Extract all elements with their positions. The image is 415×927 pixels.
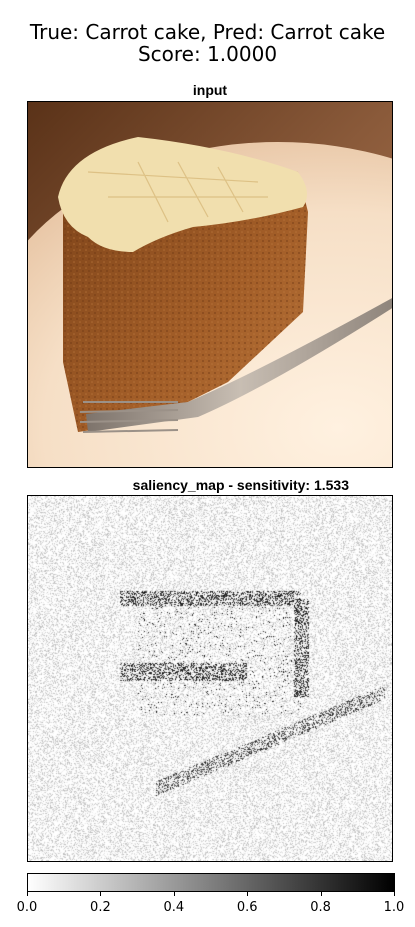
input-panel-title: input [192, 82, 228, 98]
colorbar-tick-mark [173, 892, 175, 896]
figure-title-line1: True: Carrot cake, Pred: Carrot cake [29, 20, 386, 44]
colorbar [27, 873, 395, 892]
colorbar-tick-label: 0.6 [236, 900, 258, 915]
colorbar-tick-mark [27, 892, 28, 896]
input-image [27, 101, 393, 468]
colorbar-tick-label: 0.0 [16, 900, 38, 915]
colorbar-tick-label: 0.2 [90, 900, 111, 915]
colorbar-tick-mark [394, 892, 395, 896]
colorbar-tick-label: 1.0 [383, 900, 405, 915]
saliency-panel-title: saliency_map - sensitivity: 1.533 [132, 477, 349, 493]
carrot-cake-photo [28, 102, 392, 467]
saliency-map [27, 495, 393, 862]
saliency-heatmap [28, 496, 392, 861]
fork [86, 298, 392, 432]
colorbar-tick-label: 0.8 [310, 900, 331, 915]
colorbar-tick-mark [320, 892, 322, 896]
colorbar-tick-mark [100, 892, 102, 896]
colorbar-tick-mark [247, 892, 249, 896]
frosting [58, 137, 307, 252]
colorbar-tick-label: 0.4 [163, 900, 185, 915]
figure-title-line2: Score: 1.0000 [137, 42, 278, 66]
